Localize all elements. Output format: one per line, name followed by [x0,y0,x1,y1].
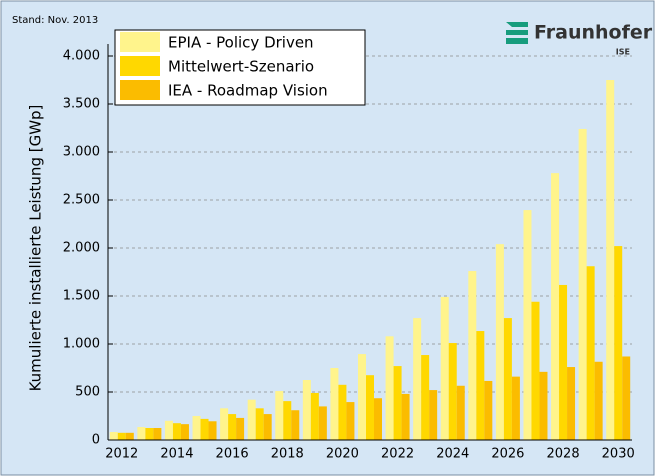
bar [125,432,134,440]
y-tick-label: 3.500 [63,97,100,112]
bar [180,424,189,440]
x-tick-label: 2016 [216,447,249,462]
bar [283,401,292,440]
bar [606,80,615,440]
bar [247,399,256,440]
legend-swatch [120,56,160,76]
y-tick-label: 1.500 [63,289,100,304]
bar [291,410,300,440]
x-tick-label: 2014 [160,447,193,462]
bar [448,343,457,440]
bar [385,336,394,440]
bar [275,391,284,440]
y-tick-label: 500 [75,385,100,400]
x-tick-label: 2018 [271,447,304,462]
logo-sub: ISE [616,48,630,57]
bar [318,406,327,440]
bar [413,318,422,440]
bar [567,367,576,440]
bar [346,402,355,440]
x-tick-label: 2020 [326,447,359,462]
bar [503,318,512,440]
bar [468,271,477,440]
bar [200,418,209,440]
bar [255,408,264,440]
bar [153,428,162,440]
bar [374,398,382,440]
bar [117,432,126,440]
bar [539,371,548,440]
bar [302,380,311,440]
bar [172,423,181,440]
y-axis-label: Kumulierte installierte Leistung [GWp] [27,105,45,392]
bar [614,246,623,440]
x-tick-label: 2028 [547,447,580,462]
bar [551,173,560,440]
bar [338,384,347,440]
legend-label: EPIA - Policy Driven [168,34,314,52]
logo-mark [506,22,528,44]
bar [523,210,532,440]
legend-label: IEA - Roadmap Vision [168,82,328,100]
bar [586,266,595,440]
bar [531,301,540,440]
logo: Fraunhofer ISE [506,22,653,57]
y-tick-label: 4.000 [63,49,100,64]
bar [208,421,217,440]
bar [456,385,465,440]
bar [440,296,449,440]
logo-text: Fraunhofer [534,22,653,44]
y-tick-label: 2.500 [63,193,100,208]
bar [263,414,272,440]
x-tick-label: 2030 [602,447,635,462]
bar [137,427,146,440]
bar [330,368,339,440]
y-tick-label: 3.000 [63,145,100,160]
bar [164,420,173,440]
bar [429,390,438,440]
bar [401,393,410,440]
bar [228,414,237,440]
x-tick-label: 2012 [105,447,138,462]
bar [236,417,245,440]
x-tick-label: 2024 [436,447,469,462]
bar [421,355,430,440]
legend-swatch [120,80,160,100]
y-tick-label: 1.000 [63,337,100,352]
bar [476,331,485,440]
bar [220,408,229,440]
bar [559,284,568,440]
bar [594,361,603,440]
y-tick-label: 2.000 [63,241,100,256]
legend-swatch [120,32,160,52]
note: Stand: Nov. 2013 [12,15,98,26]
bar [622,356,631,440]
x-tick-label: 2022 [381,447,414,462]
y-tick-label: 0 [92,433,100,448]
bar [109,432,118,440]
bar [358,354,366,440]
bar [145,428,154,440]
legend-label: Mittelwert-Szenario [168,58,314,76]
bar [495,244,504,440]
bar [578,128,587,440]
legend: EPIA - Policy Driven Mittelwert-Szenario I… [114,29,366,106]
bar [393,366,402,440]
bar [511,376,520,440]
bar [366,375,374,440]
x-tick-label: 2026 [491,447,524,462]
bar [310,392,319,440]
bar [484,380,493,440]
bar [192,416,201,440]
